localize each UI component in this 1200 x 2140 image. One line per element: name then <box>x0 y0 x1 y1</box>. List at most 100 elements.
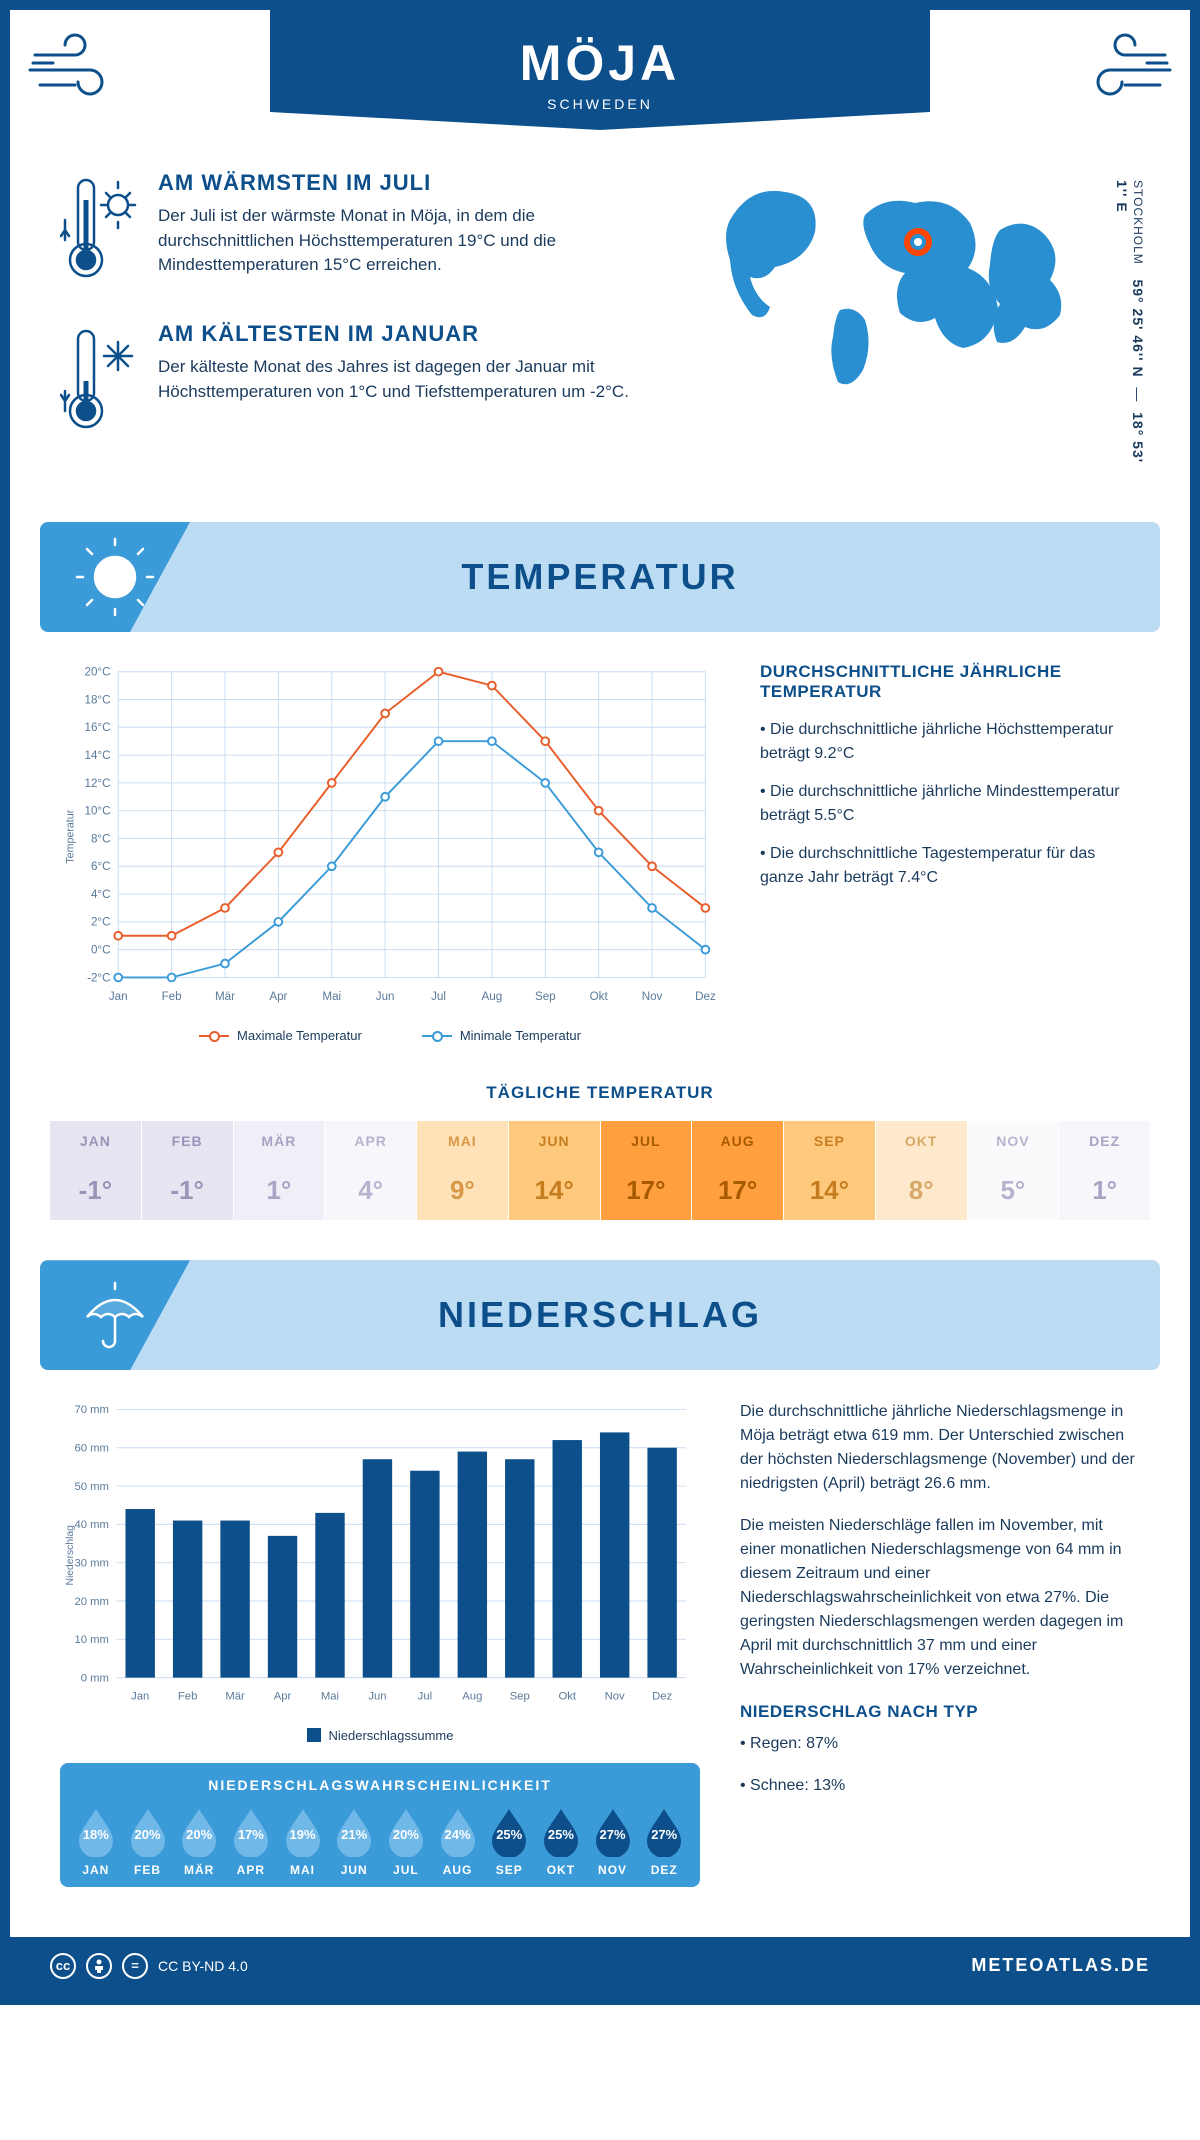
warmest-text: Der Juli ist der wärmste Monat in Möja, … <box>158 204 670 278</box>
daily-cell: JAN-1° <box>50 1121 142 1220</box>
temp-info-b3: • Die durchschnittliche Tagestemperatur … <box>760 842 1140 890</box>
thermometer-cold-icon <box>60 321 140 446</box>
daily-temp-grid: JAN-1°FEB-1°MÄR1°APR4°MAI9°JUN14°JUL17°A… <box>50 1121 1150 1220</box>
svg-text:40 mm: 40 mm <box>74 1520 108 1532</box>
prob-cell: 20%MÄR <box>173 1805 225 1877</box>
svg-text:12°C: 12°C <box>84 777 110 790</box>
svg-text:60 mm: 60 mm <box>74 1443 108 1455</box>
prob-cell: 27%DEZ <box>638 1805 690 1877</box>
svg-text:6°C: 6°C <box>91 860 111 873</box>
temperature-row: -2°C0°C2°C4°C6°C8°C10°C12°C14°C16°C18°C2… <box>10 662 1190 1073</box>
section-title-precip: NIEDERSCHLAG <box>40 1294 1160 1336</box>
world-map <box>700 170 1100 400</box>
daily-cell: SEP14° <box>784 1121 876 1220</box>
svg-text:Feb: Feb <box>162 990 182 1003</box>
svg-text:Nov: Nov <box>605 1691 625 1703</box>
svg-text:20 mm: 20 mm <box>74 1596 108 1608</box>
prob-cell: 25%SEP <box>483 1805 535 1877</box>
svg-text:16°C: 16°C <box>84 721 110 734</box>
prob-cell: 20%FEB <box>122 1805 174 1877</box>
thermometer-hot-icon <box>60 170 140 295</box>
temp-legend: Maximale Temperatur Minimale Temperatur <box>60 1028 720 1043</box>
svg-text:0 mm: 0 mm <box>81 1673 109 1685</box>
svg-text:Mai: Mai <box>321 1691 339 1703</box>
title-banner: MÖJA SCHWEDEN <box>270 10 930 130</box>
precip-type1: • Regen: 87% <box>740 1732 1140 1756</box>
coldest-text: Der kälteste Monat des Jahres ist dagege… <box>158 355 670 404</box>
footer: cc = CC BY-ND 4.0 METEOATLAS.DE <box>10 1937 1190 1995</box>
svg-text:Dez: Dez <box>652 1691 672 1703</box>
svg-text:Mär: Mär <box>215 990 235 1003</box>
by-icon <box>86 1953 112 1979</box>
svg-text:2°C: 2°C <box>91 916 111 929</box>
daily-cell: APR4° <box>325 1121 417 1220</box>
svg-text:8°C: 8°C <box>91 832 111 845</box>
precip-p2: Die meisten Niederschläge fallen im Nove… <box>740 1514 1140 1682</box>
prob-cell: 21%JUN <box>328 1805 380 1877</box>
svg-text:Aug: Aug <box>462 1691 482 1703</box>
svg-text:Apr: Apr <box>269 990 287 1003</box>
svg-text:Jan: Jan <box>109 990 128 1003</box>
svg-text:Sep: Sep <box>510 1691 530 1703</box>
prob-title: NIEDERSCHLAGSWAHRSCHEINLICHKEIT <box>70 1777 690 1793</box>
svg-text:Jul: Jul <box>431 990 446 1003</box>
section-banner-precip: NIEDERSCHLAG <box>40 1260 1160 1370</box>
wind-icon-left <box>10 10 140 135</box>
prob-cell: 20%JUL <box>380 1805 432 1877</box>
wind-icon-right <box>1060 10 1190 135</box>
svg-text:20°C: 20°C <box>84 666 110 679</box>
coordinates: STOCKHOLM 59° 25' 46'' N — 18° 53' 1'' E <box>1114 180 1146 472</box>
cc-icon: cc <box>50 1953 76 1979</box>
nd-icon: = <box>122 1953 148 1979</box>
svg-text:70 mm: 70 mm <box>74 1405 108 1417</box>
precip-chart: 0 mm 10 mm 20 mm 30 mm 40 mm 50 mm 60 mm 70 mm J… <box>60 1400 700 1887</box>
page-subtitle: SCHWEDEN <box>270 96 930 112</box>
prob-cell: 19%MAI <box>277 1805 329 1877</box>
temp-info-title: DURCHSCHNITTLICHE JÄHRLICHE TEMPERATUR <box>760 662 1140 702</box>
brand: METEOATLAS.DE <box>971 1955 1150 1976</box>
license: cc = CC BY-ND 4.0 <box>50 1953 248 1979</box>
prob-cell: 24%AUG <box>432 1805 484 1877</box>
coldest-block: AM KÄLTESTEN IM JANUAR Der kälteste Mona… <box>60 321 670 446</box>
svg-text:Jul: Jul <box>418 1691 432 1703</box>
svg-text:Aug: Aug <box>482 990 503 1003</box>
daily-cell: MAI9° <box>417 1121 509 1220</box>
svg-text:Mai: Mai <box>322 990 341 1003</box>
daily-cell: FEB-1° <box>142 1121 234 1220</box>
precip-probability-box: NIEDERSCHLAGSWAHRSCHEINLICHKEIT 18%JAN20… <box>60 1763 700 1887</box>
prob-cell: 27%NOV <box>587 1805 639 1877</box>
temperature-info: DURCHSCHNITTLICHE JÄHRLICHE TEMPERATUR •… <box>760 662 1140 1043</box>
prob-cell: 18%JAN <box>70 1805 122 1877</box>
daily-temp-title: TÄGLICHE TEMPERATUR <box>10 1083 1190 1103</box>
svg-text:Feb: Feb <box>178 1691 197 1703</box>
precip-row: 0 mm 10 mm 20 mm 30 mm 40 mm 50 mm 60 mm 70 mm J… <box>10 1400 1190 1907</box>
svg-text:14°C: 14°C <box>84 749 110 762</box>
svg-text:18°C: 18°C <box>84 693 110 706</box>
svg-text:50 mm: 50 mm <box>74 1481 108 1493</box>
precip-type-title: NIEDERSCHLAG NACH TYP <box>740 1702 1140 1722</box>
section-title-temp: TEMPERATUR <box>40 556 1160 598</box>
prob-cell: 17%APR <box>225 1805 277 1877</box>
svg-text:30 mm: 30 mm <box>74 1558 108 1570</box>
temp-info-b2: • Die durchschnittliche jährliche Mindes… <box>760 780 1140 828</box>
svg-text:Apr: Apr <box>274 1691 292 1703</box>
infographic-page: MÖJA SCHWEDEN AM WÄRMSTEN IM JUL <box>0 0 1200 2005</box>
temp-info-b1: • Die durchschnittliche jährliche Höchst… <box>760 718 1140 766</box>
precip-legend: Niederschlagssumme <box>60 1728 700 1743</box>
svg-text:Niederschlag: Niederschlag <box>65 1525 76 1586</box>
precip-info: Die durchschnittliche jährliche Niedersc… <box>740 1400 1140 1887</box>
svg-text:Jan: Jan <box>131 1691 149 1703</box>
svg-text:4°C: 4°C <box>91 888 111 901</box>
warmest-block: AM WÄRMSTEN IM JULI Der Juli ist der wär… <box>60 170 670 295</box>
page-title: MÖJA <box>270 34 930 92</box>
svg-text:10 mm: 10 mm <box>74 1634 108 1646</box>
svg-text:10°C: 10°C <box>84 805 110 818</box>
daily-cell: AUG17° <box>692 1121 784 1220</box>
svg-text:Mär: Mär <box>225 1691 245 1703</box>
daily-cell: JUN14° <box>509 1121 601 1220</box>
svg-text:Sep: Sep <box>535 990 556 1003</box>
prob-cell: 25%OKT <box>535 1805 587 1877</box>
svg-text:Okt: Okt <box>558 1691 576 1703</box>
temperature-chart: -2°C0°C2°C4°C6°C8°C10°C12°C14°C16°C18°C2… <box>60 662 720 1043</box>
daily-cell: NOV5° <box>968 1121 1060 1220</box>
